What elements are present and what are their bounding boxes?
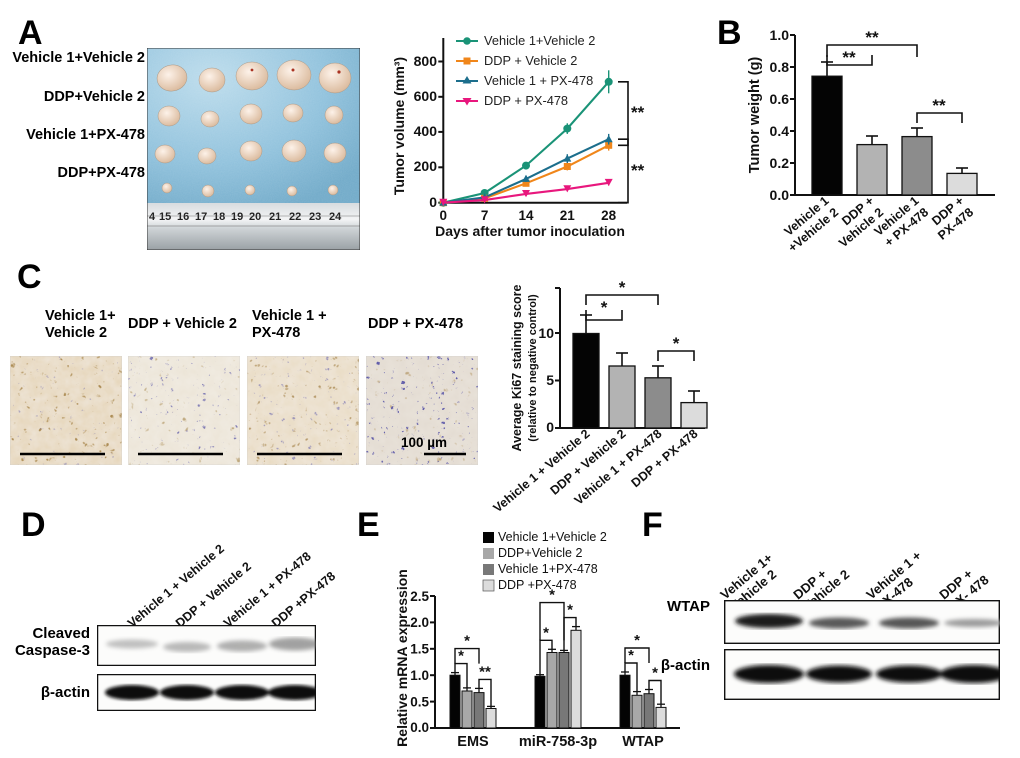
svg-text:DDP + Vehicle 2: DDP + Vehicle 2 (484, 53, 577, 68)
svg-text:0.4: 0.4 (770, 123, 790, 139)
svg-text:0: 0 (429, 194, 437, 210)
svg-text:*: * (567, 602, 573, 619)
svg-text:Vehicle 1+Vehicle 2: Vehicle 1+Vehicle 2 (484, 33, 595, 48)
svg-text:*: * (634, 632, 640, 649)
svg-text:**: ** (479, 663, 491, 680)
svg-text:**: ** (631, 103, 645, 122)
svg-text:**: ** (865, 28, 879, 47)
svg-text:Relative mRNA expression: Relative mRNA expression (394, 569, 410, 747)
svg-text:0.5: 0.5 (410, 695, 429, 710)
svg-text:0: 0 (440, 208, 448, 223)
svg-text:Vehicle 1+PX-478: Vehicle 1+PX-478 (498, 562, 598, 576)
svg-text:0.0: 0.0 (410, 720, 429, 735)
svg-text:4: 4 (149, 211, 156, 223)
svg-text:*: * (619, 278, 626, 297)
svg-text:17: 17 (195, 211, 207, 223)
svg-text:(relative to negative control): (relative to negative control) (527, 294, 539, 442)
svg-text:*: * (549, 587, 555, 604)
svg-text:**: ** (932, 96, 946, 115)
svg-text:22: 22 (289, 211, 301, 223)
svg-text:21: 21 (269, 211, 281, 223)
svg-text:**: ** (631, 161, 645, 180)
svg-text:200: 200 (414, 158, 438, 174)
svg-text:1.0: 1.0 (770, 27, 790, 43)
svg-text:Tumor weight (g): Tumor weight (g) (747, 57, 763, 174)
svg-text:DDP + PX-478: DDP + PX-478 (484, 93, 568, 108)
svg-text:23: 23 (309, 211, 321, 223)
svg-text:600: 600 (414, 88, 438, 104)
svg-text:400: 400 (414, 123, 438, 139)
svg-text:*: * (458, 648, 464, 665)
svg-text:Average Ki67 staining score: Average Ki67 staining score (510, 284, 524, 451)
svg-text:16: 16 (177, 211, 189, 223)
svg-text:7: 7 (481, 208, 489, 223)
svg-text:10: 10 (538, 325, 554, 341)
svg-text:21: 21 (560, 208, 576, 223)
svg-text:15: 15 (159, 211, 171, 223)
svg-text:miR-758-3p: miR-758-3p (519, 734, 597, 750)
svg-text:0.8: 0.8 (770, 59, 790, 75)
svg-text:*: * (673, 334, 680, 353)
svg-text:2.5: 2.5 (410, 589, 429, 604)
svg-text:1.5: 1.5 (410, 642, 429, 657)
svg-text:*: * (543, 624, 549, 641)
svg-text:EMS: EMS (457, 734, 489, 750)
svg-text:100 µm: 100 µm (401, 435, 447, 450)
svg-text:800: 800 (414, 53, 438, 69)
svg-text:20: 20 (249, 211, 261, 223)
svg-text:28: 28 (601, 208, 617, 223)
svg-text:0: 0 (546, 419, 554, 435)
svg-text:18: 18 (213, 211, 225, 223)
svg-text:19: 19 (231, 211, 243, 223)
svg-text:0.6: 0.6 (770, 91, 790, 107)
svg-text:2.0: 2.0 (410, 615, 429, 630)
svg-text:*: * (464, 633, 470, 650)
svg-text:WTAP: WTAP (622, 734, 664, 750)
svg-text:*: * (601, 298, 608, 317)
svg-text:0.0: 0.0 (770, 187, 790, 203)
svg-text:DDP+Vehicle 2: DDP+Vehicle 2 (498, 546, 582, 560)
svg-text:Vehicle 1 + PX-478: Vehicle 1 + PX-478 (484, 73, 593, 88)
svg-text:24: 24 (329, 211, 342, 223)
svg-text:1.0: 1.0 (410, 668, 429, 683)
svg-text:Vehicle 1 + PX-478: Vehicle 1 + PX-478 (221, 549, 314, 630)
svg-text:Vehicle 1+Vehicle 2: Vehicle 1+Vehicle 2 (498, 530, 607, 544)
svg-text:Tumor volume (mm³): Tumor volume (mm³) (391, 57, 407, 195)
svg-text:Days after tumor inoculation: Days after tumor inoculation (435, 223, 625, 239)
svg-text:14: 14 (518, 208, 534, 223)
svg-text:**: ** (842, 48, 856, 67)
svg-text:DDP +PX-478: DDP +PX-478 (498, 578, 577, 592)
svg-text:0.2: 0.2 (770, 155, 790, 171)
svg-text:5: 5 (546, 372, 554, 388)
